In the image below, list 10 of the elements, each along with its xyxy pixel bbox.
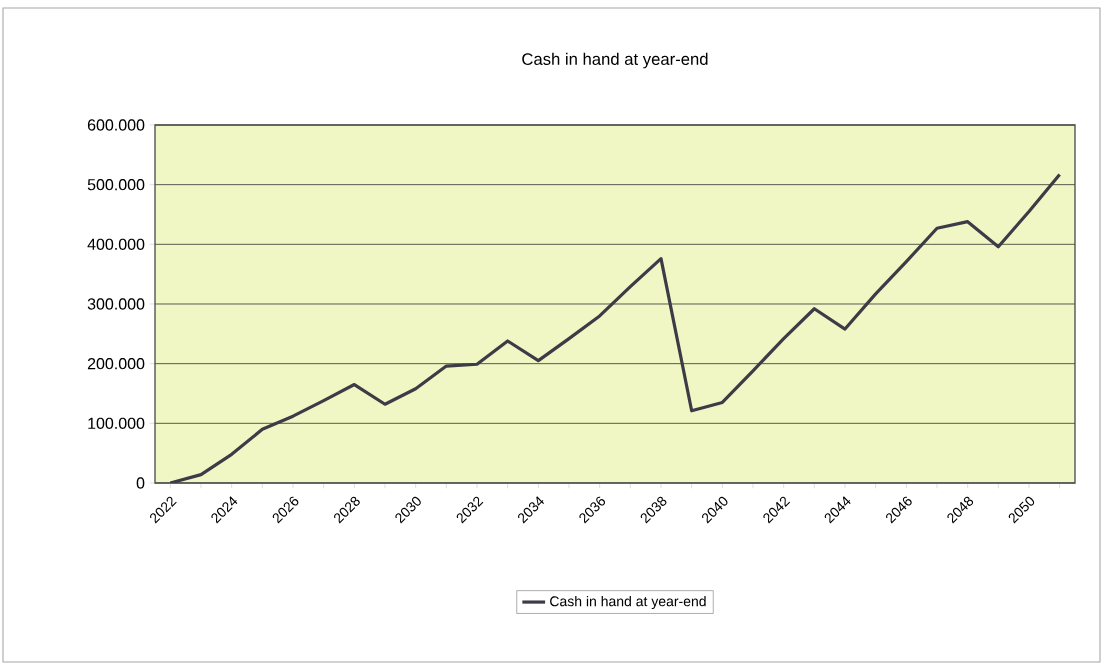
line-series — [168, 172, 1062, 483]
y-tick-label: 200.000 — [87, 358, 145, 370]
chart-title: Cash in hand at year-end — [522, 52, 708, 69]
legend-label: Cash in hand at year-end — [550, 595, 706, 610]
y-tick-label: 600.000 — [87, 119, 145, 131]
y-tick-label: 500.000 — [87, 179, 145, 191]
y-tick-label: 300.000 — [87, 298, 145, 310]
y-tick-label: 100.000 — [88, 417, 145, 429]
y-tick-label: 400.000 — [87, 238, 145, 250]
y-tick-label: 0 — [136, 477, 145, 489]
